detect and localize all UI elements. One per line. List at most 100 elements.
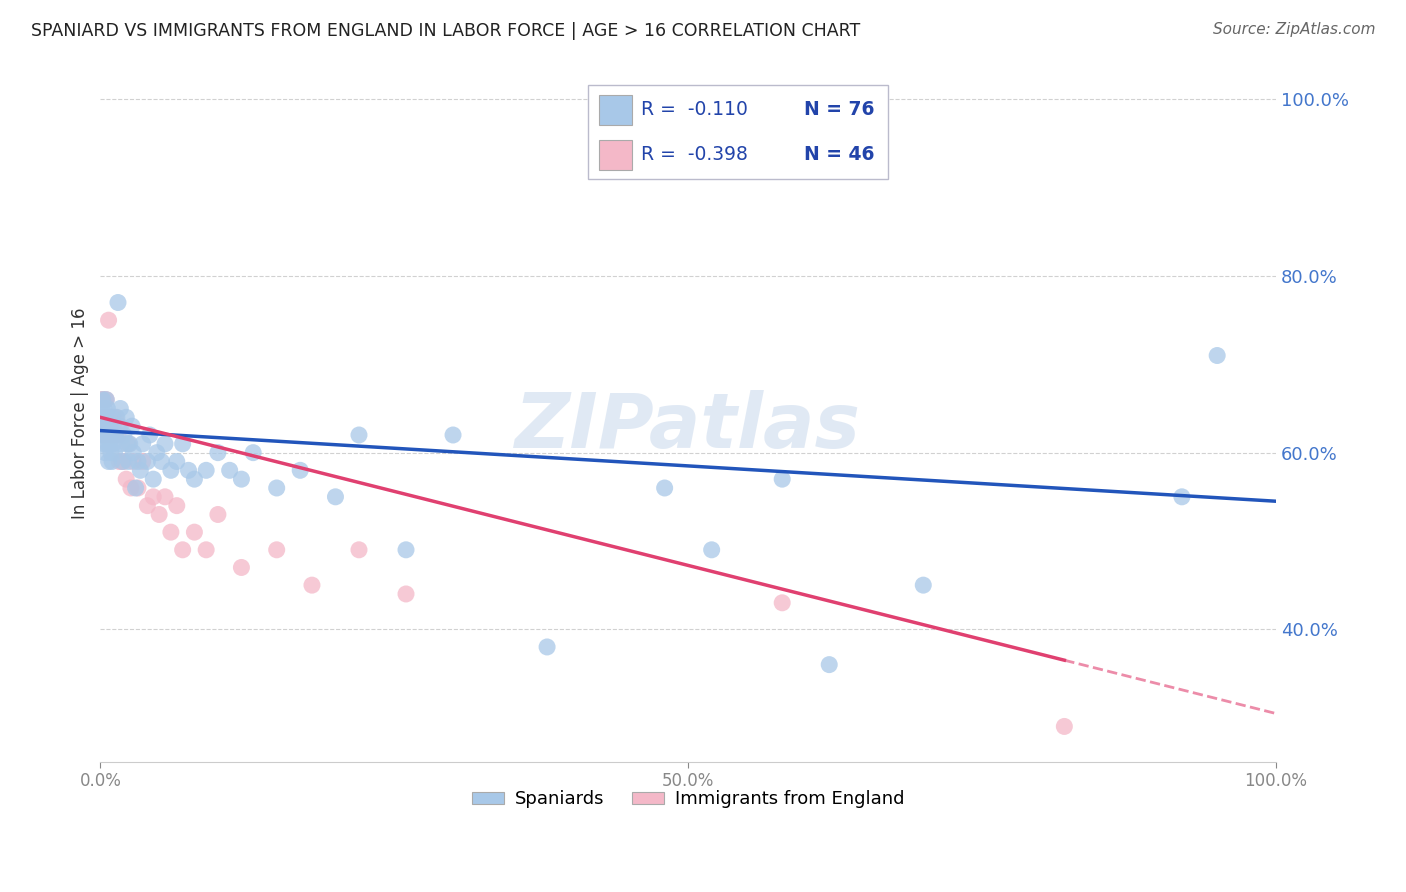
Point bbox=[395, 587, 418, 601]
Point bbox=[177, 463, 200, 477]
Point bbox=[121, 419, 143, 434]
Legend: Spaniards, Immigrants from England: Spaniards, Immigrants from England bbox=[464, 783, 911, 815]
Point bbox=[100, 410, 122, 425]
Point bbox=[96, 392, 118, 407]
Point bbox=[91, 392, 114, 407]
Point bbox=[103, 437, 125, 451]
Point bbox=[101, 428, 124, 442]
Point bbox=[105, 410, 128, 425]
Point bbox=[107, 428, 129, 442]
Point bbox=[195, 542, 218, 557]
Point bbox=[97, 454, 120, 468]
Point bbox=[110, 437, 132, 451]
Point bbox=[325, 490, 347, 504]
Point bbox=[166, 454, 188, 468]
Point bbox=[142, 490, 165, 504]
Point bbox=[101, 454, 124, 468]
Point bbox=[1171, 490, 1194, 504]
Point bbox=[94, 410, 117, 425]
Point bbox=[1206, 349, 1229, 363]
Point bbox=[98, 419, 121, 434]
Point bbox=[127, 481, 149, 495]
Point bbox=[90, 419, 112, 434]
Point bbox=[160, 525, 183, 540]
Point bbox=[301, 578, 323, 592]
Point bbox=[153, 490, 176, 504]
Point bbox=[183, 525, 205, 540]
Point bbox=[103, 428, 125, 442]
Point bbox=[242, 445, 264, 459]
Point bbox=[93, 401, 115, 416]
Point bbox=[97, 313, 120, 327]
Point bbox=[770, 596, 793, 610]
Point bbox=[148, 508, 170, 522]
Point bbox=[700, 542, 723, 557]
Point bbox=[115, 472, 138, 486]
Y-axis label: In Labor Force | Age > 16: In Labor Force | Age > 16 bbox=[72, 307, 89, 518]
Point bbox=[536, 640, 558, 654]
Point bbox=[96, 392, 118, 407]
Point bbox=[131, 454, 153, 468]
Point bbox=[160, 463, 183, 477]
Point bbox=[131, 437, 153, 451]
Point bbox=[93, 428, 115, 442]
Point bbox=[218, 463, 240, 477]
Point bbox=[107, 295, 129, 310]
Point bbox=[108, 419, 131, 434]
Point bbox=[110, 401, 132, 416]
Point bbox=[108, 454, 131, 468]
Point bbox=[207, 445, 229, 459]
Point bbox=[96, 428, 118, 442]
Point bbox=[441, 428, 464, 442]
Point bbox=[103, 419, 125, 434]
Point bbox=[93, 419, 115, 434]
Point bbox=[117, 437, 139, 451]
Point bbox=[96, 419, 118, 434]
Point bbox=[150, 454, 173, 468]
Point bbox=[96, 401, 118, 416]
Point bbox=[136, 499, 159, 513]
Point bbox=[118, 437, 141, 451]
Point bbox=[117, 454, 139, 468]
Point bbox=[96, 419, 118, 434]
Point bbox=[122, 445, 145, 459]
Text: ZIPatlas: ZIPatlas bbox=[515, 390, 860, 464]
Point bbox=[172, 542, 194, 557]
Point bbox=[266, 542, 288, 557]
Point bbox=[90, 419, 112, 434]
Point bbox=[93, 437, 115, 451]
Point bbox=[172, 437, 194, 451]
Point bbox=[129, 463, 152, 477]
Text: Source: ZipAtlas.com: Source: ZipAtlas.com bbox=[1212, 22, 1375, 37]
Point bbox=[124, 481, 146, 495]
Point bbox=[912, 578, 935, 592]
Point bbox=[91, 410, 114, 425]
Point bbox=[101, 410, 124, 425]
Point bbox=[266, 481, 288, 495]
Point bbox=[100, 445, 122, 459]
Point bbox=[111, 454, 134, 468]
Point bbox=[94, 428, 117, 442]
Point bbox=[395, 542, 418, 557]
Point bbox=[120, 481, 142, 495]
Point bbox=[115, 410, 138, 425]
Point bbox=[94, 445, 117, 459]
Point bbox=[231, 472, 253, 486]
Text: SPANIARD VS IMMIGRANTS FROM ENGLAND IN LABOR FORCE | AGE > 16 CORRELATION CHART: SPANIARD VS IMMIGRANTS FROM ENGLAND IN L… bbox=[31, 22, 860, 40]
Point bbox=[90, 401, 112, 416]
Point bbox=[122, 454, 145, 468]
Point bbox=[94, 392, 117, 407]
Point bbox=[96, 410, 118, 425]
Point bbox=[98, 437, 121, 451]
Point bbox=[347, 542, 370, 557]
Point bbox=[127, 454, 149, 468]
Point bbox=[818, 657, 841, 672]
Point bbox=[138, 428, 160, 442]
Point bbox=[290, 463, 312, 477]
Point bbox=[104, 410, 127, 425]
Point bbox=[91, 428, 114, 442]
Point bbox=[654, 481, 676, 495]
Point bbox=[153, 437, 176, 451]
Point bbox=[93, 410, 115, 425]
Point bbox=[97, 428, 120, 442]
